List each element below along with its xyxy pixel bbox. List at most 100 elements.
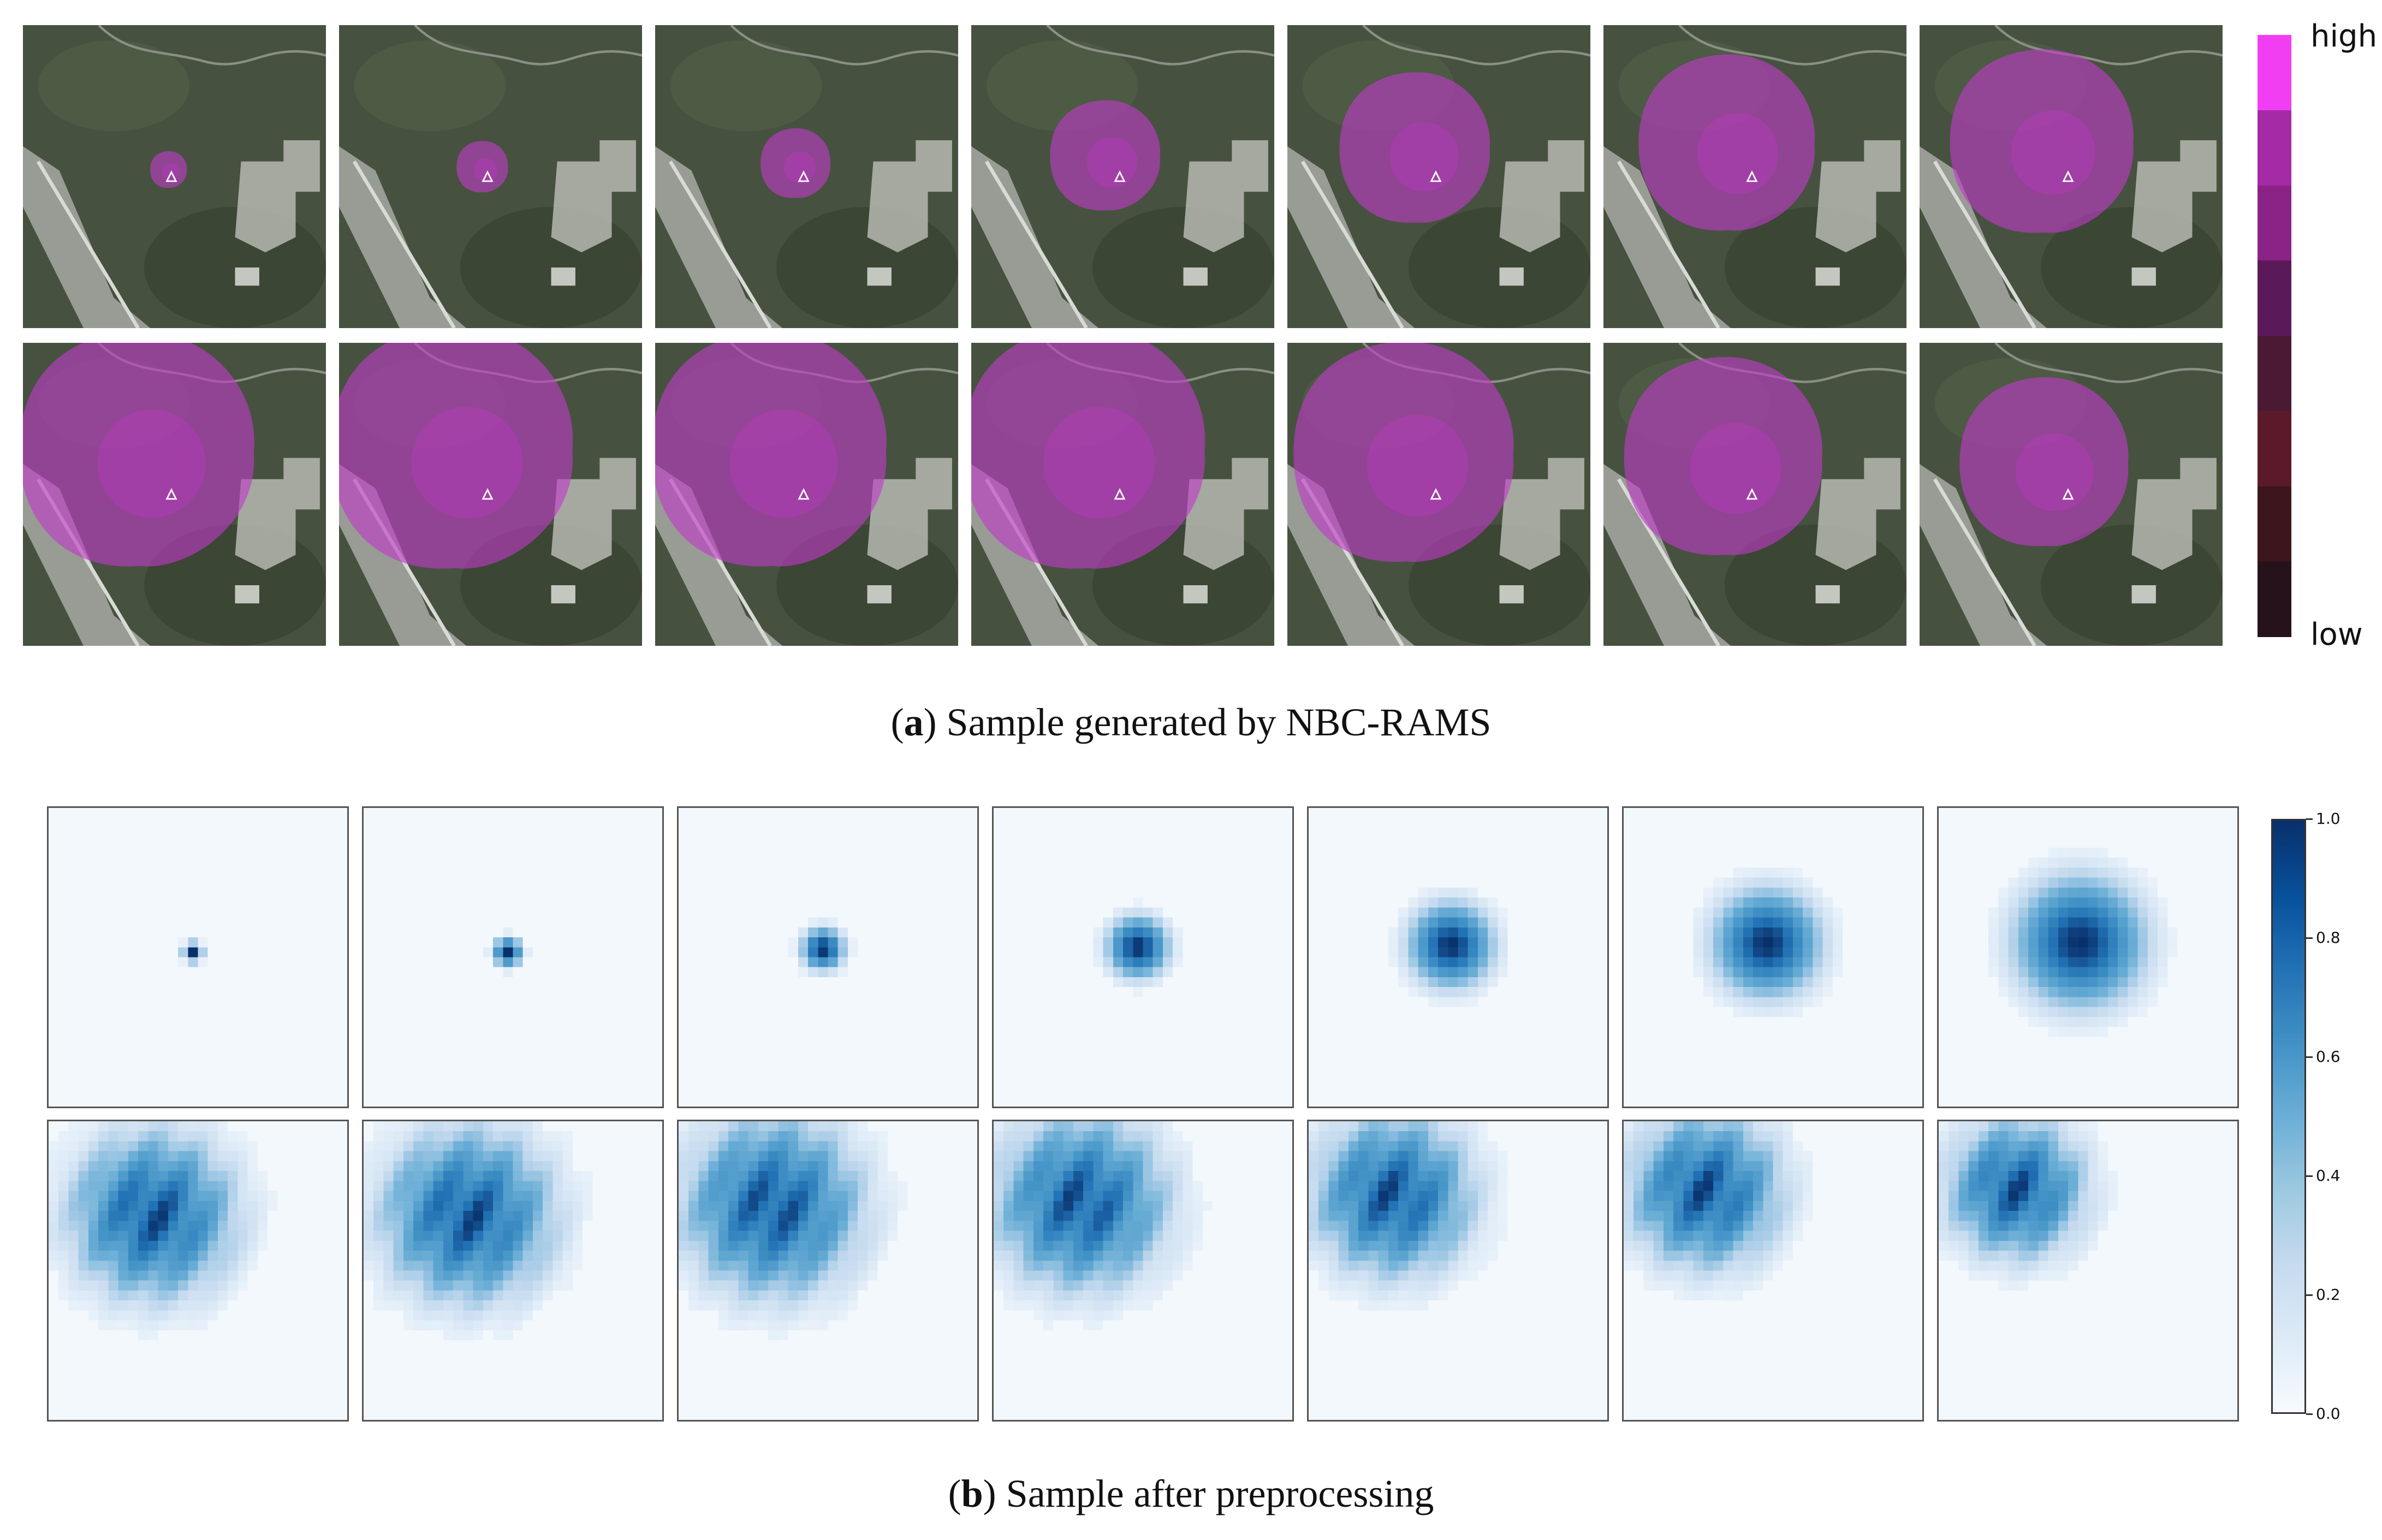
dispersion-plume <box>23 343 254 567</box>
triangle-marker-icon <box>165 170 177 182</box>
triangle-marker-icon <box>1114 488 1126 500</box>
legend-low-label: low <box>2310 617 2363 652</box>
triangle-marker-icon <box>1746 488 1758 500</box>
legend-high-label: high <box>2310 19 2378 54</box>
heatmap-frame <box>1937 1120 2239 1422</box>
satellite-frame <box>1920 343 2223 646</box>
dispersion-plume <box>761 128 830 198</box>
satellite-image <box>23 25 326 328</box>
dispersion-plume <box>1624 356 1822 555</box>
triangle-marker-icon <box>1114 170 1126 182</box>
triangle-marker-icon <box>1430 488 1442 500</box>
legend-color-step <box>2258 110 2291 186</box>
caption-a-text: Sample generated by NBC-RAMS <box>946 700 1492 744</box>
satellite-image <box>1920 25 2223 328</box>
concentration-heatmap <box>1624 1121 1813 1301</box>
colorbar-tick-mark <box>2306 1294 2313 1296</box>
concentration-heatmap <box>788 917 858 977</box>
triangle-marker-icon <box>1746 170 1758 182</box>
legend-color-step <box>2258 411 2291 487</box>
concentration-heatmap <box>1309 1121 1508 1311</box>
satellite-image <box>1603 343 1906 646</box>
satellite-frame <box>971 343 1274 646</box>
dispersion-plume <box>150 151 187 188</box>
concentration-heatmap <box>364 1121 593 1341</box>
legend-color-step <box>2258 486 2291 562</box>
heatmap-frame <box>47 1120 349 1422</box>
satellite-image <box>339 25 642 328</box>
legend-color-step <box>2258 260 2291 336</box>
dispersion-plume <box>339 343 573 569</box>
heatmap-frame <box>1937 806 2239 1108</box>
dispersion-plume <box>1339 72 1490 223</box>
dispersion-plume <box>1293 343 1514 562</box>
dispersion-plume <box>1950 49 2134 233</box>
satellite-frame <box>23 25 326 328</box>
satellite-image <box>23 343 326 646</box>
legend-color-step <box>2258 561 2291 637</box>
concentration-heatmap <box>1939 1121 2118 1291</box>
heatmap-frame <box>1307 806 1609 1108</box>
dispersion-plume <box>1638 54 1815 231</box>
triangle-marker-icon <box>165 488 177 500</box>
heatmap-frame <box>362 806 664 1108</box>
heatmap-frame <box>677 806 979 1108</box>
concentration-heatmap <box>483 927 533 977</box>
colorbar-tick-label: 0.0 <box>2316 1405 2341 1423</box>
satellite-image <box>655 25 958 328</box>
heatmap-frame <box>362 1120 664 1422</box>
colorbar-tick-mark <box>2306 1413 2313 1415</box>
concentration-heatmap <box>994 1121 1213 1330</box>
satellite-frame <box>971 25 1274 328</box>
legend-color-step <box>2258 35 2291 111</box>
heatmap-frame <box>1622 1120 1924 1422</box>
satellite-image <box>971 25 1274 328</box>
heatmap-frame <box>677 1120 979 1422</box>
colorbar-tick-label: 0.4 <box>2316 1167 2341 1185</box>
satellite-image <box>339 343 642 646</box>
satellite-image <box>971 343 1274 646</box>
caption-a: (a) Sample generated by NBC-RAMS <box>890 700 1492 744</box>
heatmap-colorbar <box>2271 819 2306 1414</box>
triangle-marker-icon <box>1430 170 1442 182</box>
satellite-image <box>1287 25 1590 328</box>
caption-b-text: Sample after preprocessing <box>1006 1472 1434 1515</box>
triangle-marker-icon <box>798 488 810 500</box>
concentration-heatmap <box>49 1121 278 1341</box>
colorbar-tick-mark <box>2306 1175 2313 1177</box>
satellite-frame <box>1603 343 1906 646</box>
heatmap-frame <box>47 806 349 1108</box>
colorbar-tick-label: 0.6 <box>2316 1048 2341 1066</box>
satellite-frame <box>1287 343 1590 646</box>
satellite-frame <box>1920 25 2223 328</box>
triangle-marker-icon <box>798 170 810 182</box>
dispersion-plume <box>456 141 508 193</box>
colorbar-tick-label: 0.8 <box>2316 929 2341 947</box>
satellite-frame <box>23 343 326 646</box>
dispersion-plume <box>1959 377 2129 546</box>
triangle-marker-icon <box>482 488 494 500</box>
satellite-frame <box>655 343 958 646</box>
colorbar-tick-mark <box>2306 1056 2313 1058</box>
heatmap-frame <box>1307 1120 1609 1422</box>
satellite-image <box>1920 343 2223 646</box>
concentration-heatmap <box>1988 847 2178 1037</box>
satellite-frame <box>1603 25 1906 328</box>
concentration-heatmap <box>679 1121 908 1341</box>
satellite-image <box>655 343 958 646</box>
satellite-frame <box>655 25 958 328</box>
caption-b: (b) Sample after preprocessing <box>948 1472 1434 1515</box>
colorbar-tick-label: 1.0 <box>2316 810 2341 828</box>
caption-b-letter: b <box>961 1472 983 1515</box>
satellite-image <box>1603 25 1906 328</box>
heatmap-frame <box>992 806 1294 1108</box>
satellite-frame <box>339 343 642 646</box>
heatmap-frame <box>1622 806 1924 1108</box>
dispersion-plume <box>655 343 887 567</box>
colorbar-tick-label: 0.2 <box>2316 1286 2341 1304</box>
satellite-frame <box>1287 25 1590 328</box>
legend-color-step <box>2258 336 2291 412</box>
triangle-marker-icon <box>2062 170 2074 182</box>
triangle-marker-icon <box>482 170 494 182</box>
heatmap-frame <box>992 1120 1294 1422</box>
